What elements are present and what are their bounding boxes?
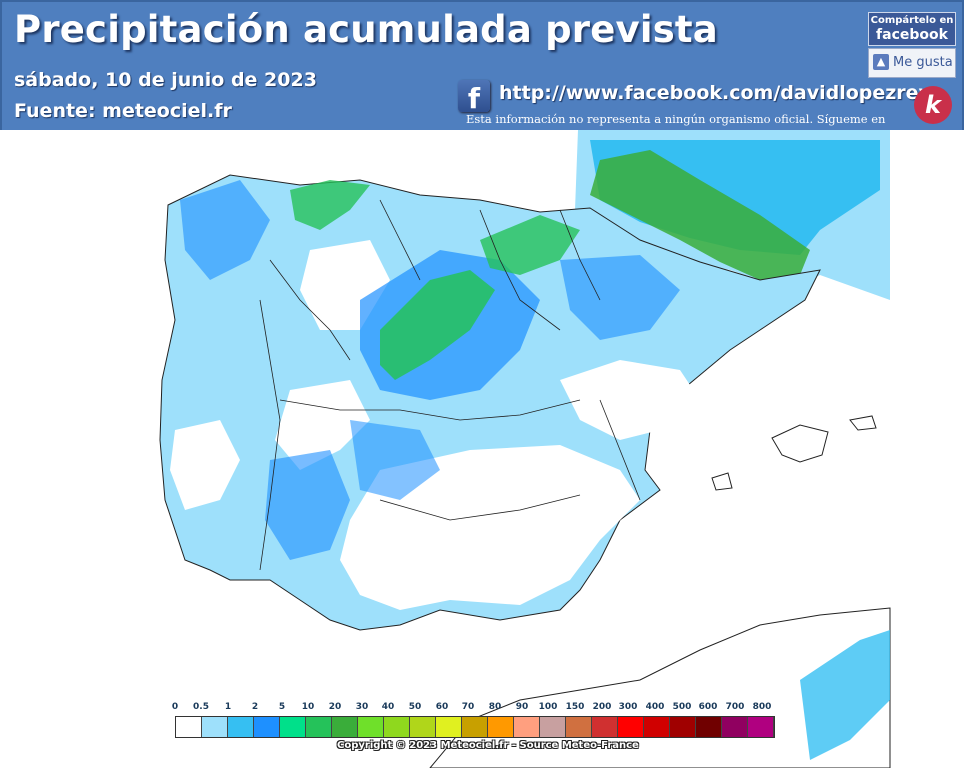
- dry-area-east: [560, 360, 700, 440]
- legend-tick: 100: [538, 702, 558, 712]
- pyrenees-rainfall-band: [590, 150, 810, 280]
- legend-tick: 800: [752, 702, 772, 712]
- legend-swatch: [514, 717, 540, 737]
- legend-swatch: [176, 717, 202, 737]
- like-label: Me gusta: [893, 55, 953, 70]
- dry-area-west: [170, 420, 240, 510]
- data-source: Fuente: meteociel.fr: [14, 100, 232, 122]
- copyright-text: Copyright © 2023 Meteociel.fr - Source M…: [337, 740, 639, 751]
- legend-swatch: [592, 717, 618, 737]
- header-banner: Precipitación acumulada prevista sábado,…: [0, 0, 964, 132]
- legend-swatch: [566, 717, 592, 737]
- rain-zone-southwest: [265, 450, 350, 560]
- map-title: Precipitación acumulada prevista: [14, 8, 718, 51]
- legend-tick: 0: [171, 702, 179, 712]
- legend-tick: 400: [645, 702, 665, 712]
- legend-tick: 200: [592, 702, 612, 712]
- legend-tick: 150: [565, 702, 585, 712]
- island-ibiza: [711, 472, 733, 491]
- legend-swatch: [748, 717, 774, 737]
- legend-swatch: [696, 717, 722, 737]
- legend-swatch: [410, 717, 436, 737]
- legend-tick: 5: [278, 702, 286, 712]
- legend-tick: 2: [251, 702, 259, 712]
- legend-tick: 40: [381, 702, 395, 712]
- legend-swatch: [722, 717, 748, 737]
- disclaimer-text: Esta información no representa a ningún …: [466, 112, 886, 126]
- facebook-link[interactable]: http://www.facebook.com/davidlopezrey: [499, 82, 931, 104]
- legend-tick: 600: [698, 702, 718, 712]
- legend-swatch: [462, 717, 488, 737]
- legend-swatch: [540, 717, 566, 737]
- legend-swatch: [488, 717, 514, 737]
- legend-tick: 300: [618, 702, 638, 712]
- legend-swatch: [436, 717, 462, 737]
- rain-band-iberian-heavy: [480, 215, 580, 275]
- legend-tick: 20: [328, 702, 342, 712]
- legend-tick-labels: 0 0.5 1 2 5 10 20 30 40 50 60 70 80 90 1…: [166, 702, 796, 716]
- island-mallorca: [771, 424, 829, 463]
- legend-tick: 50: [408, 702, 422, 712]
- legend-swatch: [618, 717, 644, 737]
- legend-swatch: [280, 717, 306, 737]
- rain-zone-ebro: [560, 255, 680, 340]
- share-label: Compártelo en: [870, 15, 954, 26]
- legend-swatch: [644, 717, 670, 737]
- legend-tick: 700: [725, 702, 745, 712]
- like-button[interactable]: ▲ Me gusta: [868, 48, 956, 78]
- author-logo: k: [914, 86, 952, 124]
- dry-area-center: [275, 380, 370, 470]
- legend-tick: 60: [435, 702, 449, 712]
- legend-swatch: [332, 717, 358, 737]
- rain-zone-northwest: [180, 180, 270, 280]
- legend-swatch: [228, 717, 254, 737]
- legend-tick: 90: [515, 702, 529, 712]
- legend-swatch: [202, 717, 228, 737]
- island-menorca: [849, 415, 877, 431]
- precipitation-legend: [175, 716, 775, 738]
- province-borders: [259, 199, 641, 571]
- north-africa-rainfall: [800, 630, 890, 760]
- thumbs-up-icon: ▲: [873, 54, 889, 70]
- rain-band-central-heavy: [380, 270, 495, 380]
- share-facebook-button[interactable]: Compártelo en facebook: [868, 12, 956, 46]
- legend-tick: 1: [224, 702, 232, 712]
- facebook-icon[interactable]: f: [458, 80, 490, 112]
- share-brand: facebook: [876, 27, 948, 43]
- legend-tick: 80: [488, 702, 502, 712]
- legend-swatch: [670, 717, 696, 737]
- legend-swatch: [358, 717, 384, 737]
- rain-band-cantabrian-heavy: [290, 180, 370, 230]
- legend-swatch: [254, 717, 280, 737]
- legend-tick: 30: [355, 702, 369, 712]
- legend-tick: 500: [672, 702, 692, 712]
- legend-tick: 70: [461, 702, 475, 712]
- rain-zone-mancha: [350, 420, 440, 500]
- legend-swatch: [306, 717, 332, 737]
- legend-swatch: [384, 717, 410, 737]
- forecast-date: sábado, 10 de junio de 2023: [14, 69, 317, 91]
- legend-tick: 0.5: [193, 702, 209, 712]
- legend-tick: 10: [301, 702, 315, 712]
- precipitation-map: [0, 130, 964, 768]
